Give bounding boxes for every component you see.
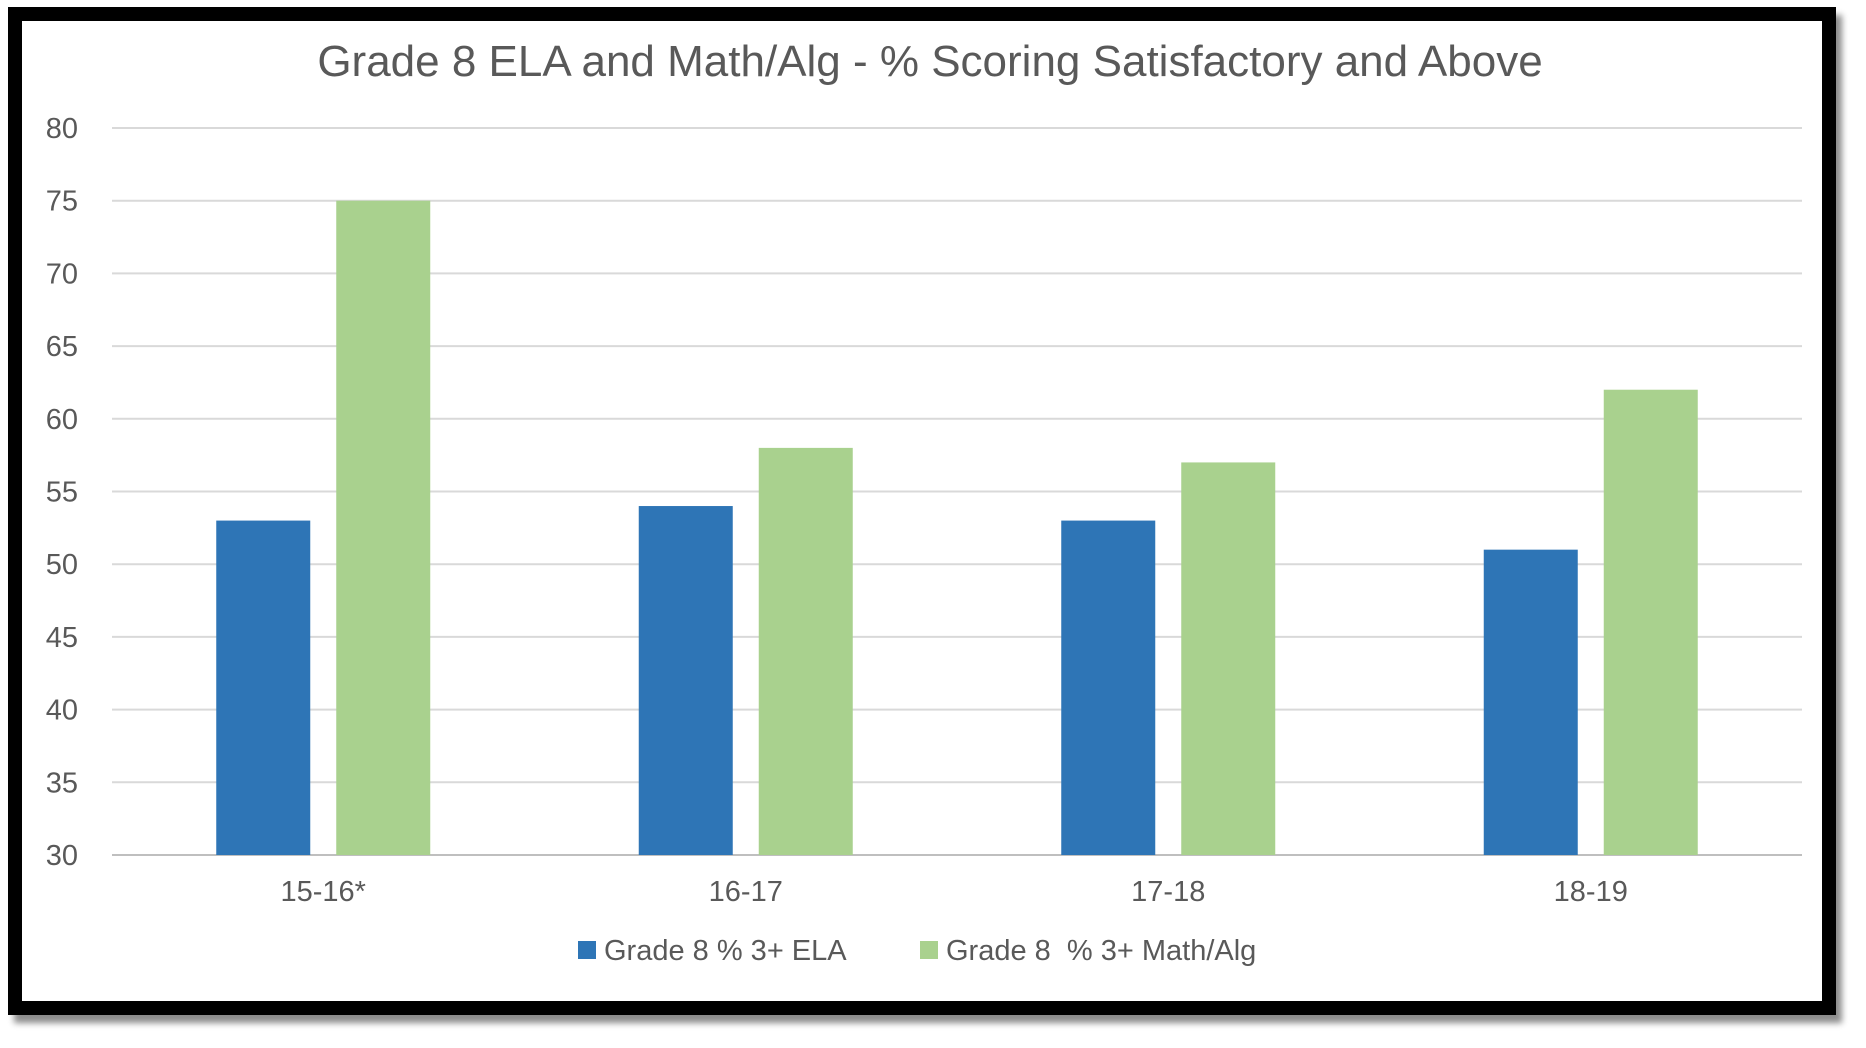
chart-frame bbox=[8, 7, 1836, 1015]
bar-ela-16-17 bbox=[638, 506, 733, 855]
y-tick-label: 75 bbox=[46, 186, 78, 218]
legend-swatch bbox=[578, 941, 596, 959]
x-tick-label: 15-16* bbox=[281, 876, 366, 908]
y-tick-label: 45 bbox=[46, 622, 78, 654]
bar-math-16-17 bbox=[758, 447, 853, 855]
x-tick-label: 16-17 bbox=[709, 876, 783, 908]
y-tick-label: 80 bbox=[46, 113, 78, 145]
bar-ela-18-19 bbox=[1483, 549, 1578, 855]
y-tick-label: 65 bbox=[46, 331, 78, 363]
bar-math-17-18 bbox=[1181, 462, 1276, 855]
legend-label: Grade 8 % 3+ Math/Alg bbox=[946, 935, 1256, 967]
bar-ela-15-16* bbox=[216, 520, 311, 855]
bar-ela-17-18 bbox=[1061, 520, 1156, 855]
legend-swatch bbox=[920, 941, 938, 959]
y-tick-label: 50 bbox=[46, 549, 78, 581]
bar-math-18-19 bbox=[1603, 389, 1698, 855]
y-tick-label: 70 bbox=[46, 258, 78, 290]
legend-label: Grade 8 % 3+ ELA bbox=[604, 935, 847, 967]
x-tick-label: 17-18 bbox=[1131, 876, 1205, 908]
x-axis: 15-16* 16-17 17-18 18-19 bbox=[281, 876, 1628, 908]
bar-math-15-16* bbox=[336, 200, 431, 855]
x-tick-label: 18-19 bbox=[1554, 876, 1628, 908]
y-tick-label: 30 bbox=[46, 840, 78, 872]
legend: Grade 8 % 3+ ELA Grade 8 % 3+ Math/Alg bbox=[578, 935, 1256, 967]
bars bbox=[216, 200, 1698, 855]
y-tick-label: 35 bbox=[46, 767, 78, 799]
y-axis: 30 35 40 45 50 55 60 65 70 75 80 bbox=[46, 113, 78, 872]
y-tick-label: 40 bbox=[46, 695, 78, 727]
y-tick-label: 60 bbox=[46, 404, 78, 436]
chart-title: Grade 8 ELA and Math/Alg - % Scoring Sat… bbox=[317, 37, 1542, 86]
y-tick-label: 55 bbox=[46, 477, 78, 509]
